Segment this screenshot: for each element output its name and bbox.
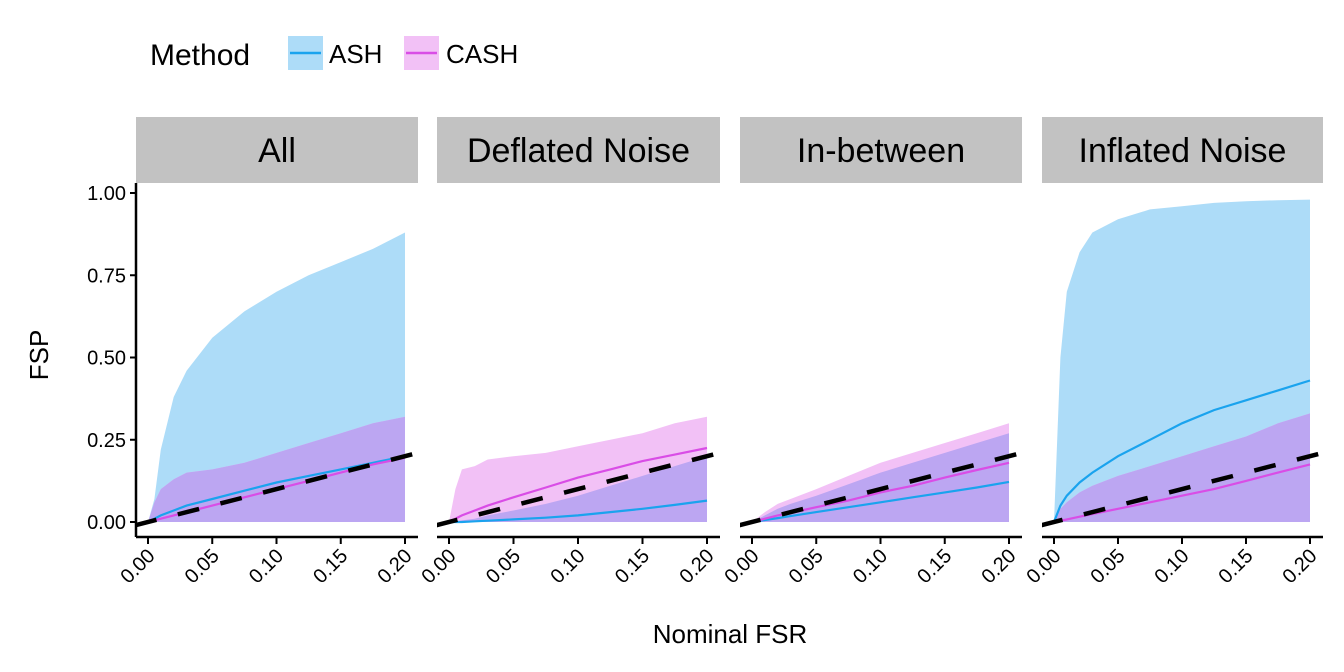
panel-all: All 0.00 0.05 0.10 0.15 0.20 [116,117,418,588]
x-tick-label: 0.20 [373,545,416,588]
panel-plot-area [437,416,720,528]
ash-mean-line [751,480,1010,524]
x-tick-label: 0.15 [309,545,352,588]
ash-mean-line [1052,379,1311,523]
y-tick-label: 0.00 [87,512,126,534]
x-tick-label: 0.00 [417,545,460,588]
panel-deflated-noise: Deflated Noise 0.00 0.05 0.10 0.15 0.20 [417,117,720,588]
x-tick-label: 0.05 [181,545,224,588]
x-tick-label: 0.10 [245,545,288,588]
cash-mean-line [1053,463,1311,524]
x-tick-label: 0.15 [913,545,956,588]
ash-mean-line [147,455,406,523]
x-tick-label: 0.00 [116,545,159,588]
legend-label-cash: CASH [446,39,518,69]
x-tick-label: 0.15 [611,545,654,588]
x-tick-label: 0.10 [546,545,589,588]
overlap-ribbon [449,456,707,522]
panel-strip [1042,117,1323,183]
x-tick-label: 0.05 [785,545,828,588]
panel-plot-area [1042,199,1323,528]
panels: All 0.00 0.05 0.10 0.15 0.20 Deflated Noise 0.0… [116,117,1323,588]
x-tick-label: 0.15 [1214,545,1257,588]
panel-in-between: In-between 0.00 0.05 0.10 0.15 0.20 [720,117,1022,588]
panel-strip-label: In-between [797,132,965,170]
x-tick-label: 0.05 [1086,545,1129,588]
y-tick-label: 0.75 [87,265,126,287]
x-tick-label: 0.10 [849,545,892,588]
y-tick-label: 0.25 [87,430,126,452]
panel-strip [437,117,720,183]
legend: Method ASH CASH [150,36,518,72]
panel-plot-area [136,232,418,528]
x-tick-label: 0.10 [1150,545,1193,588]
x-tick-label: 0.20 [1278,545,1321,588]
reference-line [437,450,720,528]
cash-mean-line [448,446,708,523]
x-tick-label: 0.00 [1022,545,1065,588]
x-tick-label: 0.20 [675,545,718,588]
panel-strip [740,117,1022,183]
legend-title: Method [150,39,250,72]
reference-line [1042,450,1323,528]
x-axis-title: Nominal FSR [653,619,808,649]
cash-mean-line [751,461,1010,524]
y-axis: 0.00 0.25 0.50 0.75 1.00 [87,183,138,537]
panel-strip [136,117,418,183]
x-tick-label: 0.00 [720,545,763,588]
panel-strip-label: All [258,132,296,170]
overlap-ribbon [148,416,405,522]
y-tick-label: 0.50 [87,348,126,370]
overlap-ribbon [752,433,1009,522]
x-tick-label: 0.05 [482,545,525,588]
y-tick-label: 1.00 [87,183,126,205]
ash-mean-line [449,499,708,524]
legend-label-ash: ASH [329,39,382,69]
panel-strip-label: Inflated Noise [1079,132,1287,170]
reference-line [740,450,1022,528]
y-axis-title: FSP [24,330,54,381]
overlap-ribbon [1054,413,1310,522]
x-tick-label: 0.20 [977,545,1020,588]
panel-inflated-noise: Inflated Noise 0.00 0.05 0.10 0.15 0.20 [1022,117,1323,588]
panel-strip-label: Deflated Noise [467,132,690,170]
panel-plot-area [740,423,1022,528]
reference-line [136,450,418,528]
